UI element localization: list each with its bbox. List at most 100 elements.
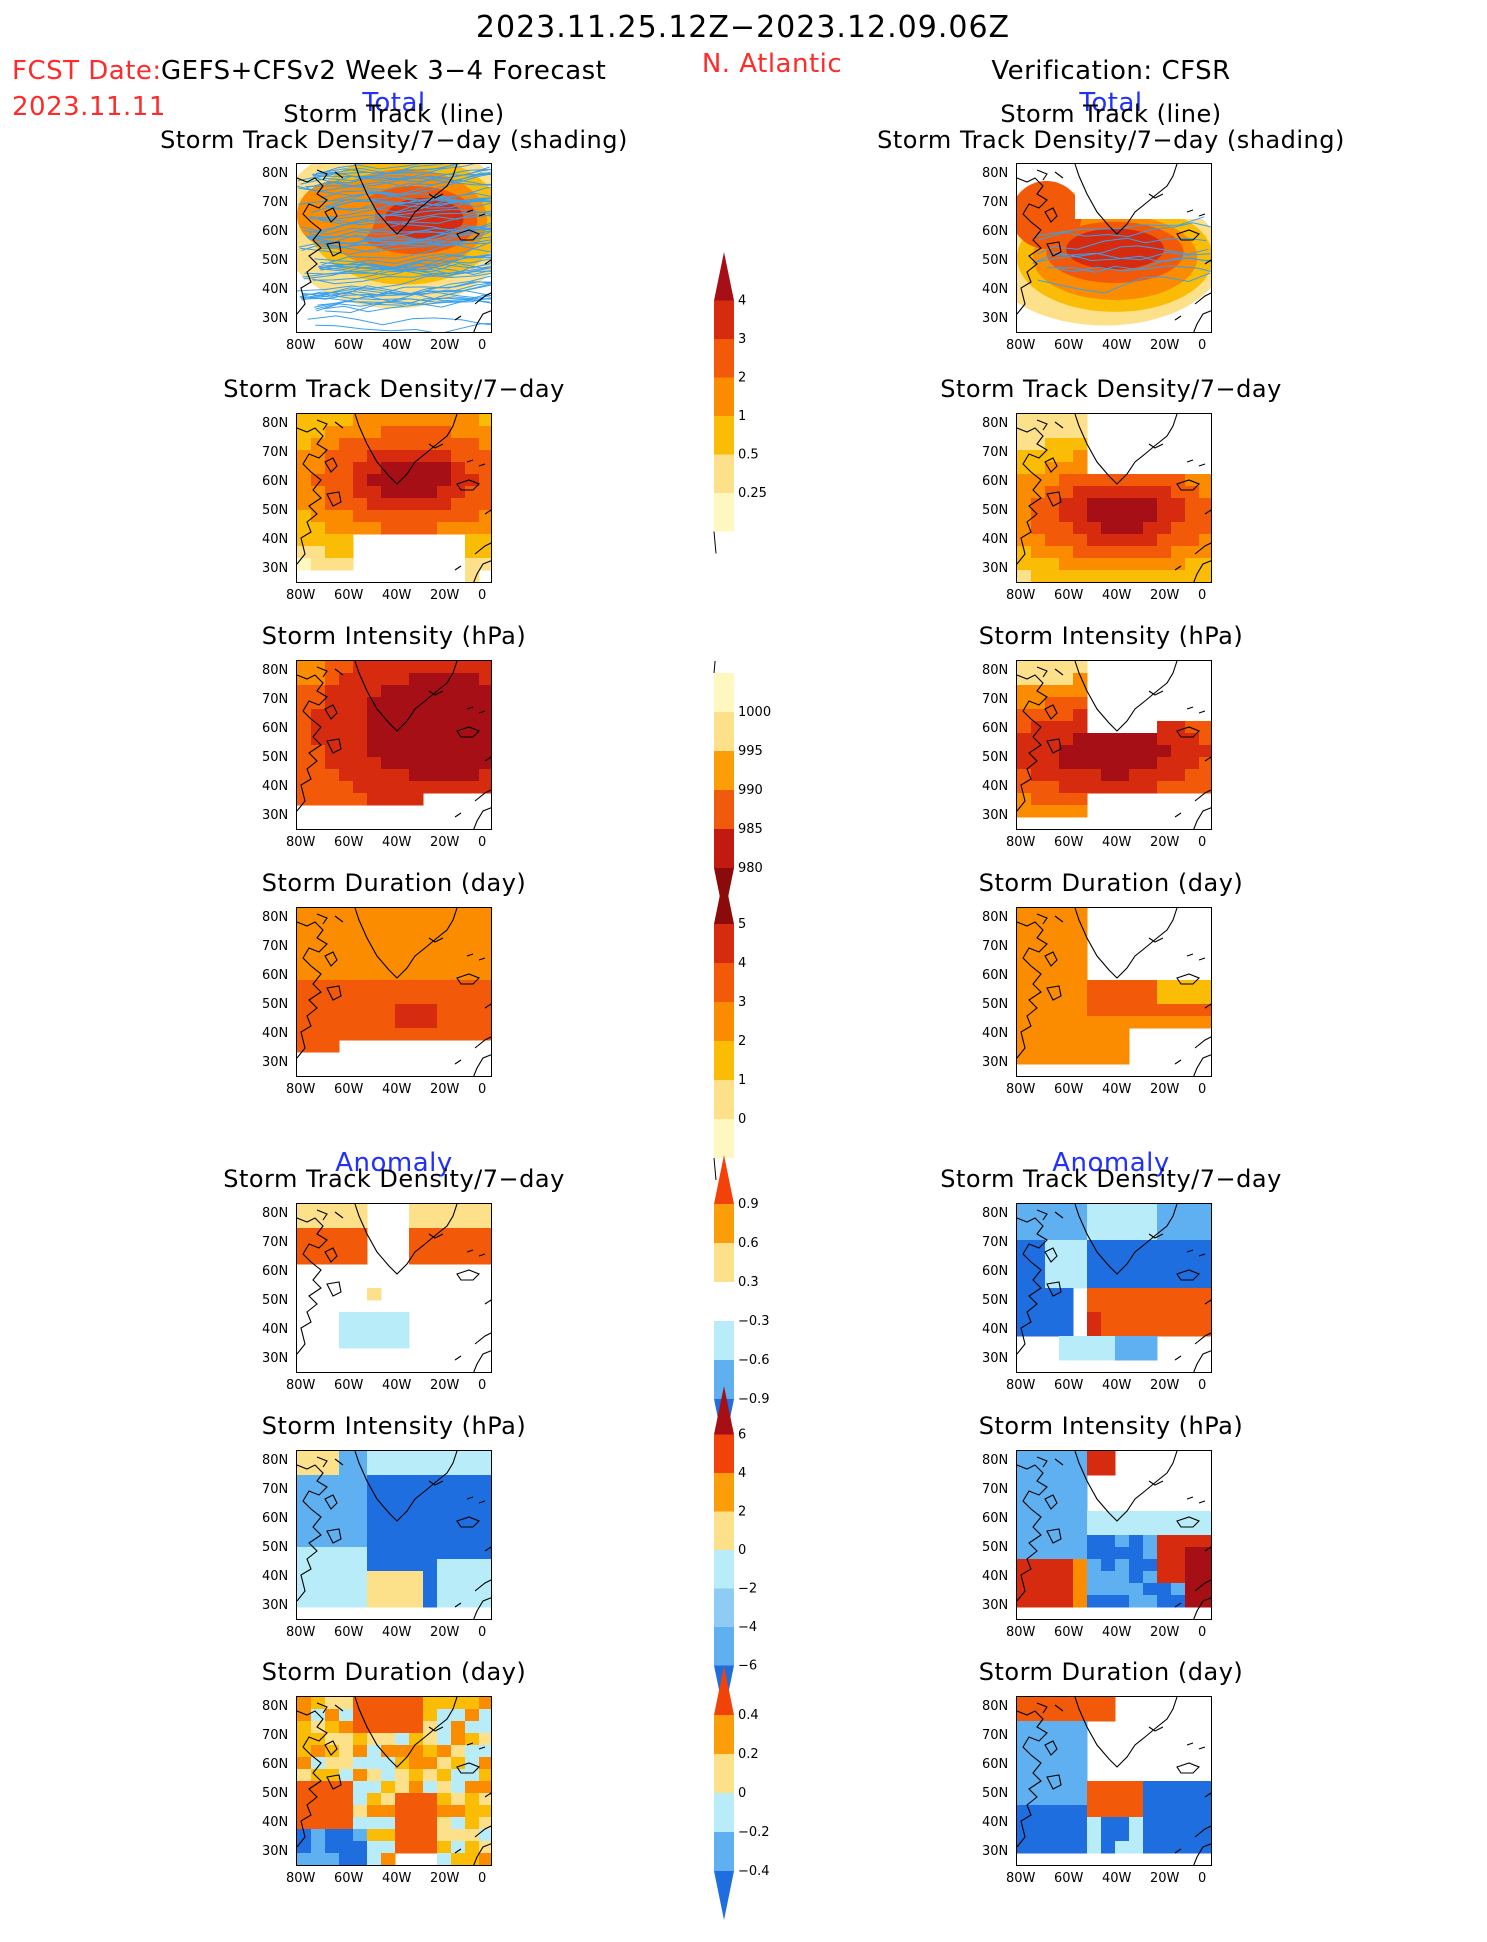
panel-title-duration-forecast: Storm Duration (day) (261, 869, 527, 897)
lon-tick-label: 40W (1102, 1378, 1132, 1393)
lat-tick-label: 40N (262, 779, 289, 794)
lat-tick-label: 50N (262, 1540, 289, 1555)
panel-title-track-forecast: Storm Track (line) (283, 100, 505, 128)
colorbar-swatch (714, 377, 734, 416)
lon-tick-label: 0 (478, 1625, 487, 1640)
lon-tick-label: 80W (286, 1871, 316, 1886)
map-track-forecast (296, 163, 492, 333)
lat-tick-label: 30N (982, 1055, 1009, 1070)
lat-tick-label: 80N (982, 1699, 1009, 1714)
panel-title-density-anomaly-verification: Storm Track Density/7−day (940, 1165, 1282, 1193)
colorbar-swatch (714, 1793, 734, 1832)
map-intensity-anomaly-verification (1016, 1450, 1212, 1620)
lat-tick-label: 70N (982, 1482, 1009, 1497)
colorbar-swatch (714, 454, 734, 493)
colorbar-swatch (714, 1666, 734, 1715)
colorbar-swatch (714, 1588, 734, 1627)
map-duration-anomaly-forecast (296, 1696, 492, 1866)
colorbar-swatch (714, 1321, 734, 1360)
shaded-field (1017, 661, 1211, 818)
colorbar-swatch (714, 1155, 734, 1204)
lon-tick-label: 80W (1006, 588, 1036, 603)
colorbar-tick-label: 4 (738, 1466, 746, 1481)
panel-title-density-anomaly-forecast: Storm Track Density/7−day (223, 1165, 565, 1193)
coastline (297, 414, 491, 582)
lat-tick-label: 50N (982, 750, 1009, 765)
lat-tick-label: 50N (982, 997, 1009, 1012)
lon-tick-label: 0 (1198, 588, 1207, 603)
lat-tick-label: 50N (982, 503, 1009, 518)
colorbar-duration-anom: 0.4 0.2 0 −0.2 −0.4 (702, 1664, 782, 1938)
anomaly-label-left: Anomaly (335, 1148, 453, 1178)
lat-tick-label: 40N (982, 532, 1009, 547)
colorbar-tick-label: −0.9 (738, 1392, 770, 1407)
lon-tick-label: 80W (286, 588, 316, 603)
forecast-model-name: GEFS+CFSv2 Week 3−4 Forecast (161, 56, 607, 86)
lat-tick-label: 60N (982, 721, 1009, 736)
colorbar-swatch (714, 1434, 734, 1473)
colorbar-swatch (714, 963, 734, 1002)
colorbar-swatch (714, 712, 734, 751)
lat-tick-label: 40N (982, 1026, 1009, 1041)
map-duration-verification (1016, 907, 1212, 1077)
lon-tick-label: 80W (1006, 1871, 1036, 1886)
colorbar-tick-label: 0.9 (738, 1197, 759, 1212)
lat-tick-label: 40N (982, 1322, 1009, 1337)
lon-tick-label: 60W (1054, 588, 1084, 603)
lat-tick-label: 50N (262, 997, 289, 1012)
lat-tick-label: 50N (982, 1293, 1009, 1308)
colorbar-swatch (714, 1550, 734, 1589)
colorbar-swatch (714, 1080, 734, 1119)
lon-tick-label: 80W (286, 835, 316, 850)
map-duration-anomaly-verification (1016, 1696, 1212, 1866)
lat-tick-label: 60N (262, 1264, 289, 1279)
map-intensity-forecast (296, 660, 492, 830)
lat-tick-label: 80N (262, 1453, 289, 1468)
total-label-left: Total (362, 88, 426, 118)
colorbar-swatch (714, 1754, 734, 1793)
lon-tick-label: 0 (1198, 1378, 1207, 1393)
lat-tick-label: 30N (982, 1598, 1009, 1613)
lat-tick-label: 40N (262, 282, 289, 297)
lat-tick-label: 50N (262, 1293, 289, 1308)
lat-tick-label: 80N (262, 166, 289, 181)
colorbar-intensity: 1000 995 990 985 980 (702, 650, 782, 935)
coastline (1017, 908, 1211, 1076)
colorbar-tick-label: 0.3 (738, 1275, 759, 1290)
lon-tick-label: 0 (1198, 1082, 1207, 1097)
lat-tick-label: 40N (262, 1322, 289, 1337)
colorbar-tick-label: −6 (738, 1659, 757, 1674)
map-track-verification (1016, 163, 1212, 333)
shaded-field (297, 1697, 491, 1865)
lat-tick-label: 40N (982, 779, 1009, 794)
colorbar-swatch (714, 751, 734, 790)
lon-tick-label: 60W (334, 1625, 364, 1640)
lat-tick-label: 60N (982, 968, 1009, 983)
lat-tick-label: 30N (982, 808, 1009, 823)
lon-tick-label: 80W (286, 1378, 316, 1393)
lon-tick-label: 40W (382, 588, 412, 603)
shaded-field (1017, 1204, 1211, 1361)
lat-tick-label: 60N (262, 721, 289, 736)
colorbar-swatch (714, 1832, 734, 1871)
colorbar-density-anom: 0.9 0.6 0.3 −0.3 −0.6 −0.9 (702, 1153, 782, 1466)
lon-tick-label: 40W (1102, 835, 1132, 850)
lon-tick-label: 40W (382, 835, 412, 850)
lon-tick-label: 40W (382, 1082, 412, 1097)
colorbar-swatch (714, 1360, 734, 1399)
colorbar-intensity-anom: 6 4 2 0 −2 −4 −6 (702, 1384, 782, 1732)
lat-tick-label: 70N (982, 939, 1009, 954)
lon-tick-label: 20W (1150, 1625, 1180, 1640)
lat-tick-label: 70N (262, 445, 289, 460)
panel-title-density-verification: Storm Track Density/7−day (940, 375, 1282, 403)
lon-tick-label: 20W (430, 338, 460, 353)
colorbar-swatch (714, 924, 734, 963)
colorbar-tick-label: 4 (738, 294, 746, 309)
lat-tick-label: 50N (982, 253, 1009, 268)
lon-tick-label: 0 (478, 588, 487, 603)
coastline (1017, 1697, 1211, 1865)
colorbar-tick-label: 0.4 (738, 1708, 759, 1723)
lat-tick-label: 80N (262, 1699, 289, 1714)
panel-title-intensity-anomaly-verification: Storm Intensity (hPa) (978, 1412, 1244, 1440)
lat-tick-label: 70N (982, 445, 1009, 460)
